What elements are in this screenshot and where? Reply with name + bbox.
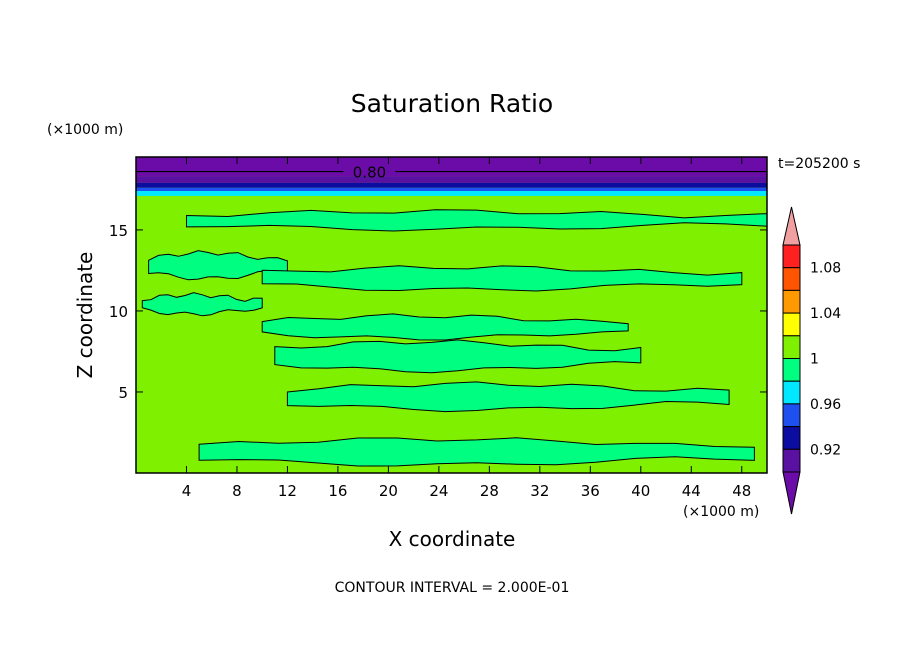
- x-tick-label: 24: [429, 482, 448, 500]
- x-tick-label: 32: [530, 482, 549, 500]
- x-tick-label: 28: [480, 482, 499, 500]
- upper-dry-layer: [136, 187, 767, 192]
- contour-interval-footer: CONTOUR INTERVAL = 2.000E-01: [335, 580, 570, 596]
- contour-line-group: 0.80: [136, 164, 767, 182]
- x-axis: 4 8 12 16 20 24 28 32 36 40 44 48: [182, 157, 751, 500]
- colorbar-segment: [782, 335, 801, 359]
- colorbar-segment: [782, 358, 801, 382]
- contour-line-label: 0.80: [353, 164, 386, 182]
- colorbar-segment: [782, 267, 801, 291]
- y-tick-label: 15: [109, 222, 128, 240]
- plot-frame: [135, 156, 768, 474]
- colorbar-segment: [782, 448, 801, 473]
- x-tick-label: 44: [682, 482, 701, 500]
- x-tick-label: 4: [182, 482, 192, 500]
- subsaturated-band: [261, 265, 743, 292]
- chart-title: Saturation Ratio: [351, 89, 553, 118]
- y-units-label: (×1000 m): [47, 122, 123, 138]
- colorbar-label: 1.08: [810, 261, 841, 277]
- subsaturated-band: [274, 339, 642, 374]
- x-tick-label: 40: [631, 482, 650, 500]
- x-tick-label: 8: [232, 482, 242, 500]
- upper-dry-layer: [136, 157, 767, 177]
- x-units-label: (×1000 m): [683, 504, 759, 520]
- colorbar-upper-arrow: [782, 206, 801, 246]
- colorbar-segment: [782, 426, 801, 450]
- subsaturated-band: [261, 313, 629, 341]
- colorbar-segment: [782, 403, 801, 428]
- y-axis-title: Z coordinate: [73, 252, 97, 379]
- colorbar-segment: [782, 289, 801, 314]
- colorbar-segment: [782, 244, 801, 269]
- plot-area: [136, 157, 767, 473]
- y-axis: 5 10 15: [109, 222, 767, 402]
- subsaturated-band: [198, 437, 755, 467]
- colorbar-lower-arrow: [782, 471, 801, 515]
- x-tick-label: 20: [379, 482, 398, 500]
- colorbar-label: 1: [810, 352, 819, 368]
- upper-dry-layer: [136, 176, 767, 183]
- x-tick-label: 48: [732, 482, 751, 500]
- colorbar: 1.08 1.04 1 0.96 0.92: [782, 206, 841, 515]
- colorbar-label: 0.92: [810, 442, 841, 458]
- upper-dry-layer: [136, 182, 767, 188]
- x-tick-label: 12: [278, 482, 297, 500]
- field-background: [136, 157, 767, 473]
- y-tick-label: 10: [109, 303, 128, 321]
- x-tick-label: 16: [328, 482, 347, 500]
- time-label: t=205200 s: [778, 156, 860, 172]
- upper-dry-layer: [136, 191, 767, 196]
- subsaturated-band: [141, 292, 263, 317]
- x-tick-label: 36: [581, 482, 600, 500]
- y-tick-label: 5: [118, 384, 128, 402]
- colorbar-label: 0.96: [810, 397, 841, 413]
- colorbar-label: 1.04: [810, 306, 841, 322]
- colorbar-segment: [782, 380, 801, 405]
- colorbar-segment: [782, 312, 801, 337]
- subsaturated-band: [286, 381, 730, 413]
- x-axis-title: X coordinate: [389, 527, 516, 551]
- subsaturated-band: [186, 209, 767, 232]
